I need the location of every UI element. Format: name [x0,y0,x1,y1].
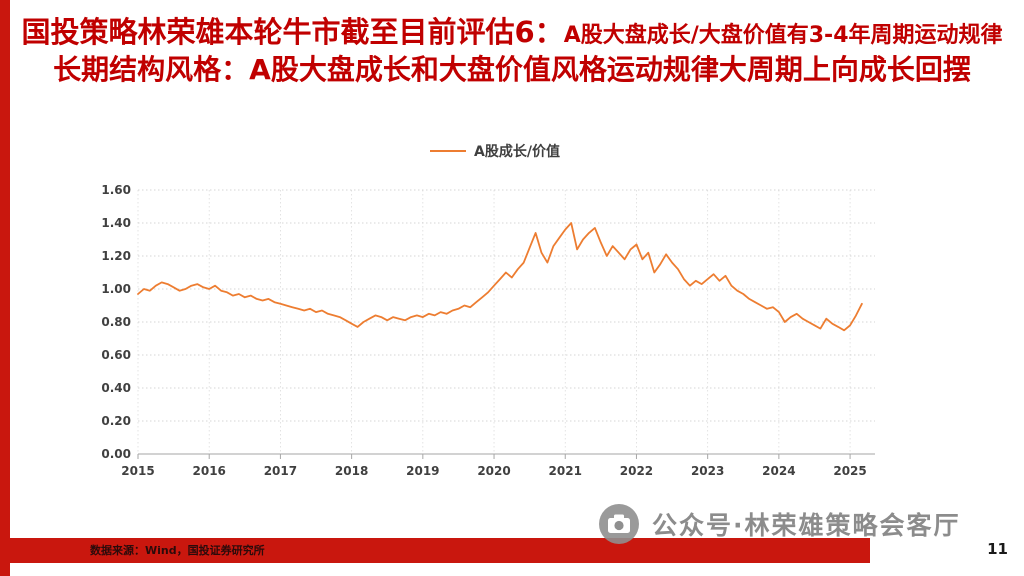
chart: A股成长/价值 0.00 0.20 0.40 0.60 0.80 1.00 1.20 1.40… [90,140,900,486]
svg-text:2021: 2021 [549,464,582,478]
svg-text:0.20: 0.20 [101,414,131,428]
svg-text:2022: 2022 [620,464,653,478]
svg-text:0.40: 0.40 [101,381,131,395]
svg-text:1.00: 1.00 [101,282,131,296]
svg-text:0.00: 0.00 [101,447,131,461]
svg-text:1.60: 1.60 [101,183,131,197]
camera-icon [598,503,640,545]
svg-text:2015: 2015 [121,464,154,478]
data-source-text: 数据来源：Wind，国投证券研究所 [90,544,265,557]
svg-text:0.80: 0.80 [101,315,131,329]
watermark: 公众号·林荣雄策略会客厅 [598,503,961,545]
page-number: 11 [987,540,1008,558]
svg-text:1.40: 1.40 [101,216,131,230]
chart-legend: A股成长/价值 [90,140,900,162]
footer-bar: 数据来源：Wind，国投证券研究所 [0,538,870,563]
svg-text:0.60: 0.60 [101,348,131,362]
svg-text:2020: 2020 [477,464,510,478]
svg-text:2023: 2023 [691,464,724,478]
legend-line-swatch [430,150,467,152]
title-line2: 长期结构风格：A股大盘成长和大盘价值风格运动规律大周期上向成长回摆 [53,53,971,87]
svg-text:1.20: 1.20 [101,249,131,263]
svg-text:2016: 2016 [193,464,226,478]
title-line1: 国投策略林荣雄本轮牛市截至目前评估6：A股大盘成长/大盘价值有3-4年周期运动规… [12,15,1012,49]
svg-text:2024: 2024 [762,464,795,478]
legend-label: A股成长/价值 [474,144,560,160]
svg-text:2018: 2018 [335,464,368,478]
chart-svg: 0.00 0.20 0.40 0.60 0.80 1.00 1.20 1.40 1.60 2015… [101,183,875,478]
title-line1-main: 国投策略林荣雄本轮牛市截至目前评估6： [21,15,564,49]
watermark-text: 公众号·林荣雄策略会客厅 [652,511,961,540]
slide-title: 国投策略林荣雄本轮牛市截至目前评估6：A股大盘成长/大盘价值有3-4年周期运动规… [12,15,1012,87]
left-accent-bar [0,0,10,576]
title-line1-sub: A股大盘成长/大盘价值有3-4年周期运动规律 [563,23,1003,48]
svg-text:2017: 2017 [264,464,297,478]
svg-text:2019: 2019 [406,464,439,478]
svg-text:2025: 2025 [833,464,866,478]
